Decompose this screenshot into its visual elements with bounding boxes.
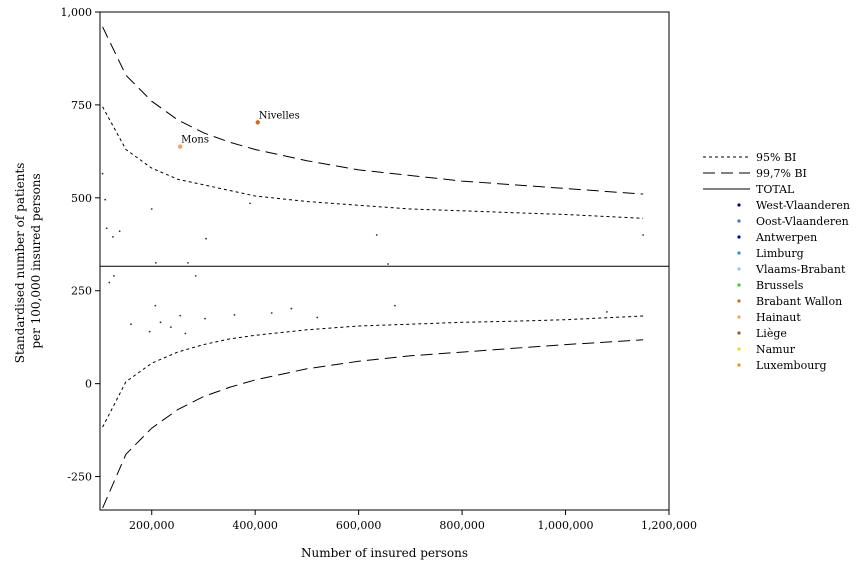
data-point [105, 227, 108, 230]
control-limit-lower [102, 315, 644, 428]
legend-label: Brabant Wallon [756, 295, 842, 308]
control-limit-upper [102, 26, 644, 195]
y-axis-title: Standardised number of patients per 100,… [13, 159, 43, 364]
y-tick-label: -250 [67, 471, 92, 484]
x-tick-label: 600,000 [336, 519, 382, 532]
legend-label: 99,7% BI [756, 167, 807, 180]
legend-label: Luxembourg [756, 359, 827, 372]
legend-marker [737, 363, 741, 367]
data-point [112, 235, 114, 238]
data-point [150, 208, 153, 210]
y-axis-title-line-1: Standardised number of patients [13, 163, 27, 364]
control-limit-lower [102, 339, 644, 509]
point-label: Nivelles [259, 110, 300, 121]
data-point [249, 202, 251, 205]
data-point [194, 274, 197, 277]
data-point [642, 234, 645, 236]
legend-label: Oost-Vlaanderen [756, 215, 849, 228]
legend-label: Vlaams-Brabant [755, 263, 846, 276]
data-point [393, 304, 396, 307]
x-tick-label: 200,000 [129, 519, 175, 532]
x-tick-label: 800,000 [439, 519, 485, 532]
legend-marker [737, 283, 741, 287]
data-point [104, 198, 107, 201]
data-point [187, 261, 189, 264]
y-tick-label: 500 [71, 192, 92, 205]
legend-marker [737, 251, 741, 255]
data-point [270, 312, 273, 314]
legend-label: Namur [756, 343, 796, 356]
legend-label: Brussels [756, 279, 804, 292]
data-point [169, 326, 172, 329]
data-point [118, 230, 121, 233]
data-point [290, 307, 293, 310]
data-point [375, 234, 378, 236]
data-point [154, 304, 157, 307]
legend-label: Limburg [756, 247, 804, 260]
legend-marker [737, 347, 741, 351]
data-point [606, 311, 608, 313]
data-point [101, 172, 104, 175]
data-point [154, 261, 157, 264]
data-point [177, 144, 183, 149]
legend-label: Hainaut [756, 311, 801, 324]
y-tick-label: 1,000 [61, 6, 93, 19]
control-limit-upper [102, 106, 644, 219]
legend-marker [737, 219, 741, 223]
y-tick-label: 250 [71, 285, 92, 298]
legend-marker [737, 267, 741, 271]
y-tick-label: 0 [85, 378, 92, 391]
legend-label: 95% BI [756, 151, 796, 164]
data-point [255, 120, 260, 125]
x-tick-label: 400,000 [232, 519, 278, 532]
legend: 95% BI 99,7% BI TOTAL West-Vlaanderen Oost-V… [703, 151, 850, 372]
data-point [233, 313, 236, 316]
data-point [130, 323, 132, 326]
data-point [108, 281, 111, 284]
data-point [113, 274, 115, 277]
legend-marker [737, 331, 741, 335]
legend-marker [737, 203, 741, 207]
data-point [316, 316, 319, 319]
x-axis-title: Number of insured persons [301, 546, 468, 560]
plot-frame [99, 11, 670, 511]
data-point [184, 332, 187, 335]
legend-label: West-Vlaanderen [756, 199, 850, 212]
x-tick-label: 1,000,000 [538, 519, 594, 532]
data-point [205, 237, 207, 240]
legend-marker [737, 235, 741, 239]
data-point [179, 314, 182, 317]
data-point [148, 330, 151, 333]
data-point [159, 321, 162, 324]
data-point [387, 263, 390, 265]
x-tick-label: 1,200,000 [641, 519, 697, 532]
legend-marker [737, 299, 741, 303]
legend-marker [737, 315, 741, 319]
legend-label: Liège [756, 327, 787, 340]
y-tick-label: 750 [71, 99, 92, 112]
y-axis-title-line-2: per 100,000 insured persons [29, 173, 43, 348]
point-label: Mons [181, 135, 209, 146]
legend-label: TOTAL [756, 183, 795, 196]
data-point [204, 317, 206, 320]
legend-label: Antwerpen [755, 231, 817, 244]
